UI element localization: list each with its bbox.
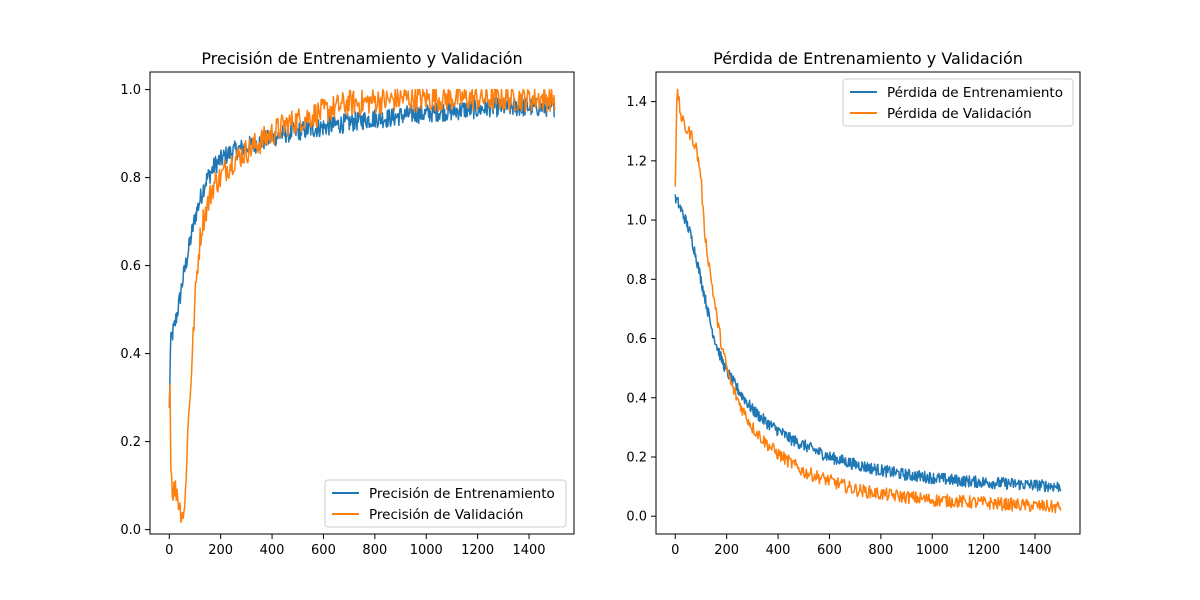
loss-title: Pérdida de Entrenamiento y Validación: [713, 49, 1023, 68]
accuracy-legend-train-label: Precisión de Entrenamiento: [369, 486, 555, 502]
accuracy-y-tick-label: 0.4: [120, 347, 141, 362]
loss-x-tick-label: 1400: [1018, 543, 1051, 558]
loss-legend-train-label: Pérdida de Entrenamiento: [887, 85, 1063, 101]
accuracy-y-tick-label: 0.2: [120, 435, 141, 450]
loss-y-tick-label: 0.6: [626, 332, 647, 347]
accuracy-y-tick-label: 0.6: [120, 259, 141, 274]
accuracy-y-tick-label: 0.0: [120, 523, 141, 538]
loss-x-tick-label: 0: [671, 543, 679, 558]
accuracy-x-tick-label: 0: [165, 543, 173, 558]
loss-y-tick-label: 0.0: [626, 510, 647, 525]
loss-panel: Pérdida de Entrenamiento y Validación 0 2…: [626, 49, 1081, 558]
loss-x-tick-label: 800: [868, 543, 893, 558]
accuracy-legend: Precisión de Entrenamiento Precisión de …: [324, 479, 567, 528]
loss-x-tick-label: 1200: [967, 543, 1000, 558]
loss-y-tick-label: 1.2: [626, 154, 647, 169]
loss-legend-box: [842, 78, 1074, 127]
loss-x-tick-label: 200: [714, 543, 739, 558]
loss-x-tick-label: 600: [817, 543, 842, 558]
loss-y-tick-label: 0.8: [626, 273, 647, 288]
accuracy-y-tick-label: 1.0: [120, 83, 141, 98]
loss-ticks: 0 200 400 600 800 1000 1200 1400 0.0 0.2 0.4 0.6 0.8…: [626, 95, 1051, 558]
loss-series-train-line: [674, 194, 1062, 493]
accuracy-legend-box: [324, 479, 567, 528]
loss-legend-val-label: Pérdida de Validación: [887, 106, 1032, 122]
accuracy-plot-frame: [149, 71, 575, 535]
loss-y-tick-label: 1.0: [626, 214, 647, 229]
loss-y-tick-label: 1.4: [626, 95, 647, 110]
loss-plot-frame: [655, 71, 1081, 535]
loss-x-tick-label: 400: [766, 543, 791, 558]
accuracy-x-tick-label: 1200: [461, 543, 494, 558]
accuracy-title: Precisión de Entrenamiento y Validación: [201, 49, 522, 68]
loss-y-tick-label: 0.2: [626, 451, 647, 466]
accuracy-ticks: 0 200 400 600 800 1000 1200 1400 0.0 0.2 0.4 0.6 0.8…: [120, 83, 545, 558]
accuracy-series-val-line: [168, 88, 556, 524]
accuracy-x-tick-label: 200: [208, 543, 233, 558]
loss-series-val-line: [674, 88, 1062, 514]
accuracy-x-tick-label: 1000: [410, 543, 443, 558]
accuracy-x-tick-label: 600: [311, 543, 336, 558]
accuracy-legend-val-label: Precisión de Validación: [369, 507, 524, 523]
accuracy-x-tick-label: 800: [362, 543, 387, 558]
accuracy-x-tick-label: 1400: [512, 543, 545, 558]
accuracy-panel: Precisión de Entrenamiento y Validación …: [120, 49, 575, 558]
loss-x-tick-label: 1000: [916, 543, 949, 558]
accuracy-series-layer: [168, 88, 556, 524]
accuracy-x-tick-label: 400: [260, 543, 285, 558]
loss-legend: Pérdida de Entrenamiento Pérdida de Vali…: [842, 78, 1074, 127]
accuracy-series-train-line: [168, 96, 555, 408]
loss-y-tick-label: 0.4: [626, 391, 647, 406]
loss-series-layer: [674, 88, 1062, 514]
accuracy-y-tick-label: 0.8: [120, 171, 141, 186]
